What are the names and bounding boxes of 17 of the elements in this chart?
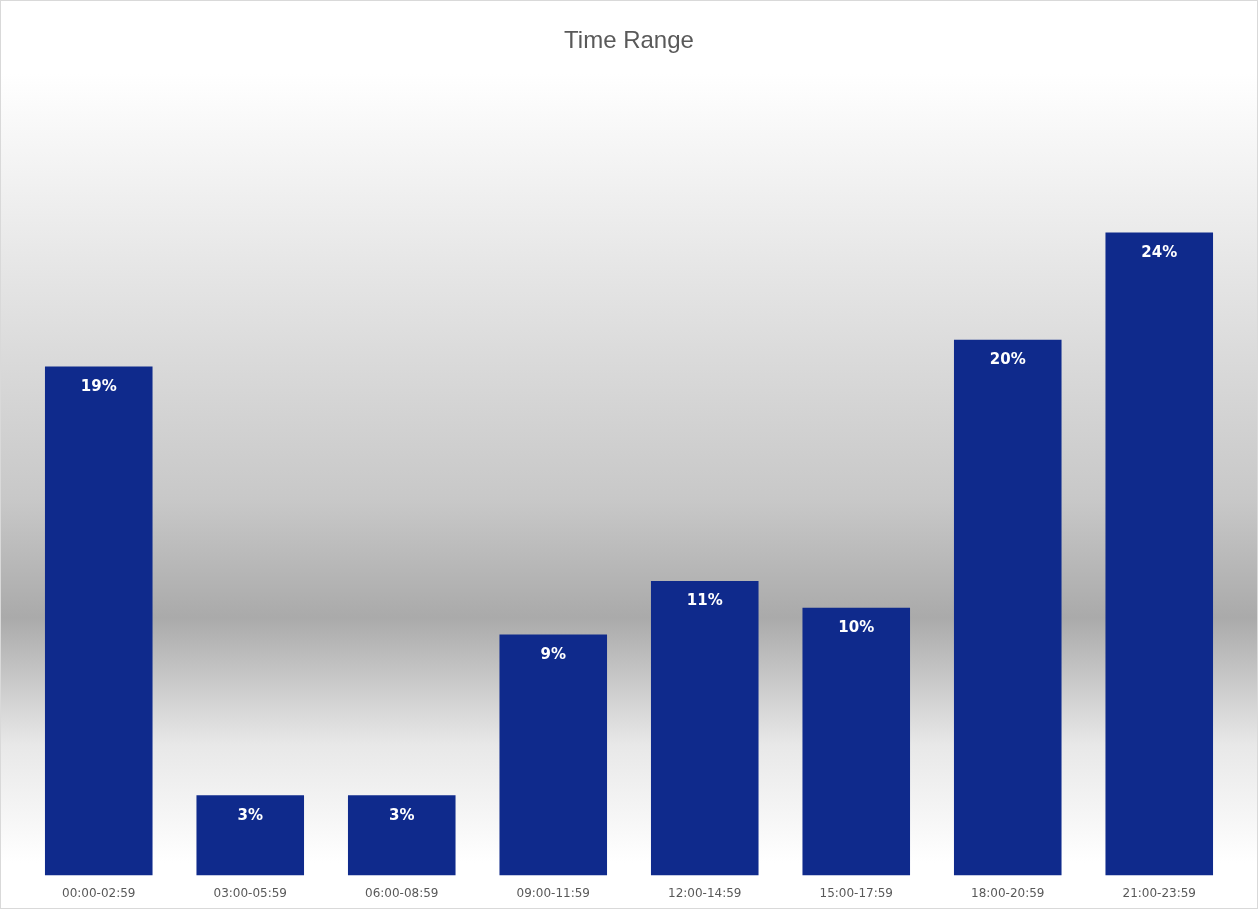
x-tick-label: 09:00-11:59 [516,885,590,900]
data-label: 3% [389,805,415,824]
data-label: 20% [989,350,1026,369]
x-tick-label: 15:00-17:59 [819,885,893,900]
data-label: 9% [540,644,566,663]
x-tick-label: 12:00-14:59 [668,885,742,900]
x-tick-label: 18:00-20:59 [971,885,1045,900]
data-label: 11% [686,591,723,610]
data-label: 19% [80,376,117,395]
data-label: 10% [838,618,875,637]
data-label: 3% [237,805,263,824]
x-tick-label: 06:00-08:59 [365,885,439,900]
x-tick-label: 00:00-02:59 [62,885,136,900]
x-tick-label: 21:00-23:59 [1122,885,1196,900]
x-tick-label: 03:00-05:59 [213,885,287,900]
data-label: 24% [1141,242,1178,261]
chart-title: Time Range [564,26,694,54]
